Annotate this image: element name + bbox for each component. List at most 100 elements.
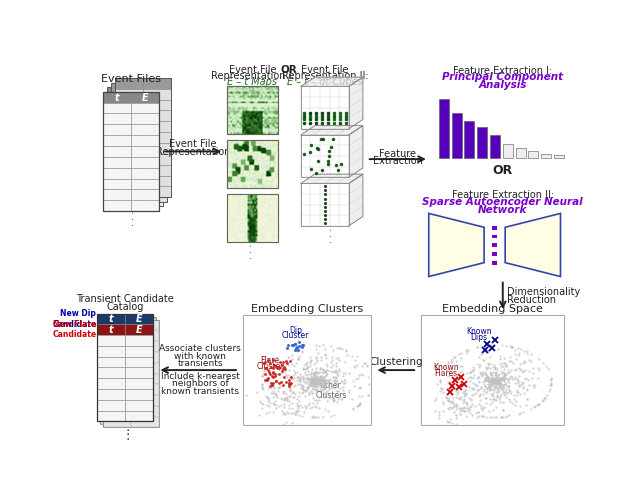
Text: Clustering: Clustering [369,357,422,367]
Bar [131,124,159,135]
Bar [111,191,139,202]
Bar [107,196,135,206]
Bar [115,176,143,187]
Bar [97,400,125,410]
Text: Dip: Dip [289,326,302,335]
Bar [492,235,497,239]
Bar [143,110,171,121]
Text: t: t [115,93,120,102]
Bar [111,158,139,169]
Bar [131,92,159,102]
Bar [301,86,349,129]
Text: Flare: Flare [260,356,280,365]
Bar [103,190,131,200]
Bar [135,174,163,185]
Bar [128,381,156,392]
Bar [103,384,131,395]
Bar [131,406,159,417]
Text: Event Files: Event Files [101,74,161,84]
Bar [143,89,171,99]
Bar [131,113,159,124]
Text: Associate clusters: Associate clusters [159,344,241,353]
Bar [103,124,131,135]
Bar [107,174,135,185]
Bar [128,338,156,349]
Text: ·: · [125,428,129,442]
Bar [97,335,125,346]
Bar [115,121,143,132]
Text: New Flare
Candidate: New Flare Candidate [52,320,96,340]
Text: Other
Clusters: Other Clusters [315,381,346,400]
Text: Flares: Flares [434,369,458,378]
Bar [135,163,163,174]
Text: Representation I:: Representation I: [211,71,294,81]
Bar [100,327,128,338]
Bar [103,331,131,341]
Bar [128,327,156,338]
Text: Dimensionality: Dimensionality [507,287,580,297]
Bar [111,126,139,137]
Bar [139,148,167,158]
Text: E: E [142,93,148,102]
Bar [301,183,349,226]
Bar [111,83,167,202]
Bar [115,187,143,197]
Bar [128,370,156,381]
Bar [131,168,159,179]
Bar [100,392,128,403]
Text: Event File: Event File [228,65,276,75]
Bar [131,179,159,190]
Bar [107,185,135,196]
Bar [143,187,171,197]
Bar [135,142,163,152]
Bar [107,87,163,206]
Bar [100,370,128,381]
Text: Event File: Event File [301,65,349,75]
Bar [227,86,278,134]
Bar [125,400,153,410]
Bar [103,135,131,146]
Bar [103,320,159,428]
Bar [97,313,153,421]
Bar [107,131,135,142]
Bar [135,152,163,163]
Text: Cluster: Cluster [256,362,284,371]
Bar [143,165,171,176]
Bar [227,140,278,188]
Bar [125,378,153,389]
Bar [111,180,139,191]
Bar [139,191,167,202]
Text: E – t – dt Cubes: E – t – dt Cubes [287,77,363,87]
Bar [107,98,135,109]
Bar [439,99,449,158]
Text: Feature: Feature [380,148,416,159]
Text: Include k-nearest: Include k-nearest [161,372,239,381]
Bar [100,338,128,349]
Bar [135,185,163,196]
Polygon shape [349,174,363,226]
Bar [111,94,139,104]
Bar [125,410,153,421]
Text: OR: OR [280,65,297,75]
Bar [115,154,143,165]
Bar [541,153,551,158]
Bar [131,331,159,341]
Bar [492,261,497,265]
Bar [492,252,497,256]
Bar [111,104,139,115]
Bar [131,417,159,428]
Bar [131,200,159,211]
Bar [516,148,525,158]
Bar [452,113,461,158]
Bar [100,381,128,392]
Bar [139,169,167,180]
Text: Principal Component: Principal Component [442,72,563,83]
Bar [131,395,159,406]
Bar [131,190,159,200]
Bar [131,363,159,374]
Text: E – t Maps: E – t Maps [227,77,277,87]
Bar [131,157,159,168]
Bar [139,83,167,94]
Bar [139,180,167,191]
Bar [103,341,131,352]
